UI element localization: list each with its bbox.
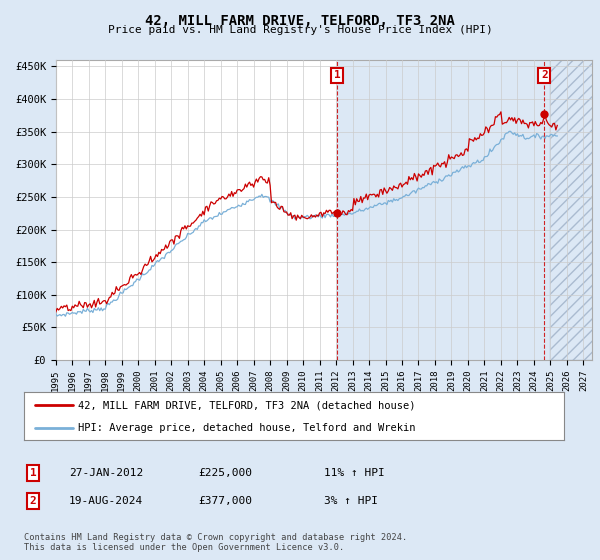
Text: 2: 2 [29,496,37,506]
Text: 1: 1 [334,71,341,81]
Bar [337,60,592,360]
Bar [550,60,600,360]
Text: £225,000: £225,000 [198,468,252,478]
Text: 2: 2 [541,71,548,81]
Text: 11% ↑ HPI: 11% ↑ HPI [324,468,385,478]
Text: Contains HM Land Registry data © Crown copyright and database right 2024.: Contains HM Land Registry data © Crown c… [24,533,407,542]
Text: 3% ↑ HPI: 3% ↑ HPI [324,496,378,506]
Text: 42, MILL FARM DRIVE, TELFORD, TF3 2NA (detached house): 42, MILL FARM DRIVE, TELFORD, TF3 2NA (d… [78,400,415,410]
Text: 27-JAN-2012: 27-JAN-2012 [69,468,143,478]
Text: 1: 1 [29,468,37,478]
Text: 42, MILL FARM DRIVE, TELFORD, TF3 2NA: 42, MILL FARM DRIVE, TELFORD, TF3 2NA [145,14,455,28]
Text: 19-AUG-2024: 19-AUG-2024 [69,496,143,506]
Text: Price paid vs. HM Land Registry's House Price Index (HPI): Price paid vs. HM Land Registry's House … [107,25,493,35]
Text: £377,000: £377,000 [198,496,252,506]
Text: This data is licensed under the Open Government Licence v3.0.: This data is licensed under the Open Gov… [24,543,344,552]
Text: HPI: Average price, detached house, Telford and Wrekin: HPI: Average price, detached house, Telf… [78,423,415,433]
